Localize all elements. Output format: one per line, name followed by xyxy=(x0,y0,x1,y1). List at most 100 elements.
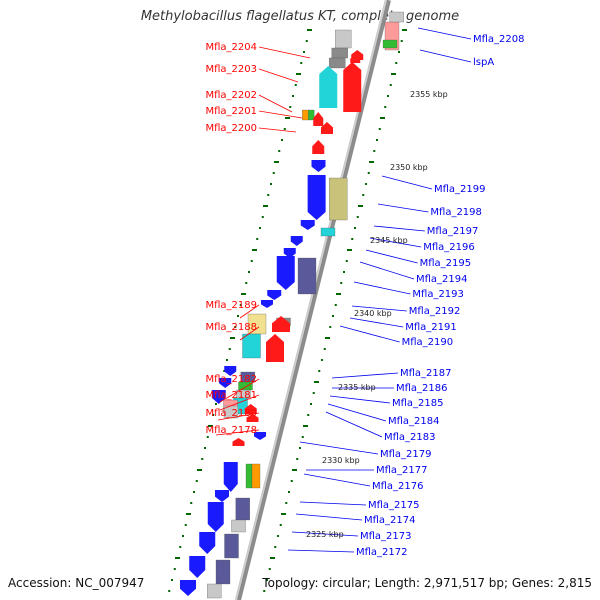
gene-arrow-down xyxy=(223,462,238,492)
gene-arrow-up xyxy=(350,55,361,63)
gene-box xyxy=(245,463,253,489)
tick-dot xyxy=(314,381,319,383)
tick-dot xyxy=(329,326,332,328)
tick-dot xyxy=(389,84,392,86)
tick-dot xyxy=(398,51,400,53)
leader-line xyxy=(377,203,429,213)
tick-dot xyxy=(303,425,308,427)
gene-label-right: Mfla_2174 xyxy=(364,515,416,526)
genome-backbone xyxy=(235,0,391,600)
tick-dot xyxy=(354,227,356,229)
tick-dot xyxy=(193,491,195,493)
position-marker: 2340 kbp xyxy=(354,309,392,318)
tick-dot xyxy=(384,106,387,108)
gene-label-right: Mfla_2192 xyxy=(409,306,461,317)
gene-arrow-down xyxy=(276,256,295,290)
gene-label-left: Mfla_2201 xyxy=(205,106,257,117)
gene-box xyxy=(207,583,222,599)
gene-box xyxy=(389,11,404,23)
gene-label-right: lspA xyxy=(473,57,494,68)
tick-dot xyxy=(285,117,290,119)
gene-labels: Mfla_2204 Mfla_2203 Mfla_2202 Mfla_2201 Mfla… xyxy=(205,34,524,558)
gene-features xyxy=(180,11,404,599)
tick-dot xyxy=(228,348,231,350)
tick-dot xyxy=(376,139,378,141)
tick-dot xyxy=(234,326,237,328)
tick-dot xyxy=(206,436,209,438)
tick-dot xyxy=(215,403,217,405)
position-marker: 2325 kbp xyxy=(306,530,344,539)
tick-dot xyxy=(204,447,206,449)
gene-label-right: Mfla_2184 xyxy=(388,416,440,427)
gene-box xyxy=(251,463,261,489)
tick-dot xyxy=(190,502,193,504)
leader-line xyxy=(299,441,379,455)
gene-label-left: Mfla_2189 xyxy=(205,300,257,311)
tick-dot xyxy=(289,106,292,108)
tick-dot xyxy=(175,557,180,559)
tick-dot xyxy=(323,348,326,350)
gene-label-right: Mfla_2194 xyxy=(416,274,468,285)
position-marker: 2345 kbp xyxy=(370,236,408,245)
tick-dot xyxy=(305,40,308,42)
gene-label-right: Mfla_2191 xyxy=(405,322,457,333)
tick-dot xyxy=(300,62,303,64)
gene-label-left: Mfla_2200 xyxy=(205,123,257,134)
tick-dot xyxy=(301,436,304,438)
gene-box xyxy=(329,57,346,69)
tick-dot xyxy=(334,304,337,306)
leader-line xyxy=(217,412,260,421)
leader-line xyxy=(349,317,404,328)
gene-arrow-up xyxy=(343,62,362,112)
gene-label-right: Mfla_2195 xyxy=(420,258,472,269)
gene-arrow-down xyxy=(219,378,232,388)
gene-arrow-down xyxy=(261,300,273,308)
gene-box xyxy=(215,559,231,585)
leader-line xyxy=(295,513,363,521)
gene-label-left: Mfla_2180 xyxy=(205,408,257,419)
gene-label-right: Mfla_2190 xyxy=(402,337,454,348)
tick-dot xyxy=(345,260,348,262)
tick-dot xyxy=(303,51,305,53)
gene-label-right: Mfla_2208 xyxy=(473,34,525,45)
tick-dot xyxy=(179,546,182,548)
tick-dot xyxy=(307,29,312,31)
gene-arrow-down xyxy=(199,532,216,554)
gene-label-right: Mfla_2176 xyxy=(372,481,424,492)
gene-label-left: Mfla_2204 xyxy=(205,42,257,53)
leader-line xyxy=(339,325,400,343)
tick-dot xyxy=(212,414,215,416)
gene-label-right: Mfla_2177 xyxy=(376,465,428,476)
tick-dot xyxy=(400,40,403,42)
gene-box xyxy=(308,109,315,121)
tick-dot xyxy=(274,546,277,548)
gene-label-right: Mfla_2186 xyxy=(396,383,448,394)
gene-box xyxy=(297,257,317,295)
tick-dot xyxy=(310,403,312,405)
tick-dot xyxy=(186,513,191,515)
tick-dot xyxy=(288,491,290,493)
leader-line xyxy=(258,46,311,59)
leader-line xyxy=(239,326,260,341)
gene-label-right: Mfla_2193 xyxy=(412,289,464,300)
tick-dot xyxy=(274,161,279,163)
gene-label-right: Mfla_2198 xyxy=(430,207,482,218)
tick-dot xyxy=(263,590,266,592)
tick-dot xyxy=(277,535,279,537)
gene-label-left: Mfla_2203 xyxy=(205,64,257,75)
leader-line xyxy=(351,305,407,312)
gene-arrow-up xyxy=(232,438,245,446)
gene-arrow-down xyxy=(283,248,296,258)
tick-dot xyxy=(168,590,171,592)
tick-dot xyxy=(285,502,288,504)
leader-line xyxy=(239,304,260,319)
tick-dot xyxy=(250,260,253,262)
leader-line xyxy=(219,394,260,411)
tick-dot xyxy=(270,557,275,559)
tick-dot xyxy=(290,480,293,482)
tick-dot xyxy=(171,579,173,581)
gene-label-right: Mfla_2187 xyxy=(400,368,452,379)
leader-line xyxy=(331,372,399,379)
gene-box xyxy=(231,519,246,533)
